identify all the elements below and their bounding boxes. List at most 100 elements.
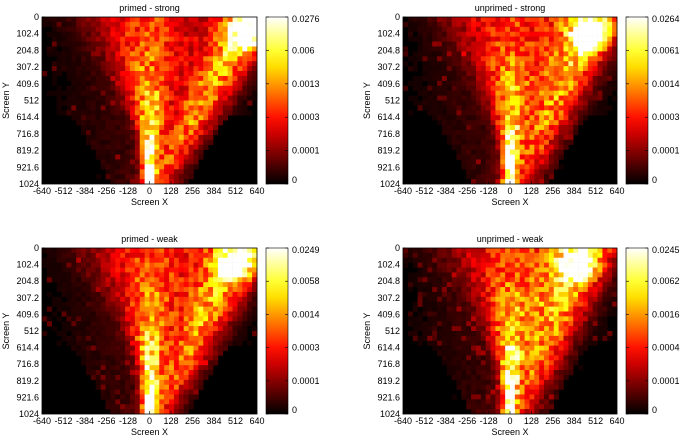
heatmap-cell [490,56,496,62]
heatmap-cell [85,90,92,96]
heatmap-cell [56,66,62,72]
heatmap-cell [592,335,598,342]
heatmap-cell [548,95,555,101]
heatmap-cell [529,291,535,298]
heatmap-cell [252,85,258,91]
heatmap-cell [510,129,516,136]
heatmap-cell [510,272,516,278]
heatmap-cell [222,277,228,283]
heatmap-cell [441,282,448,288]
heatmap-cell [71,277,77,283]
heatmap-cell [183,252,189,259]
heatmap-cell [51,301,57,307]
heatmap-cell [519,340,525,346]
heatmap-cell [125,267,131,273]
heatmap-cell [105,85,111,91]
heatmap-cell [213,257,219,263]
heatmap-cell [188,164,194,170]
heatmap-cell [466,56,472,62]
heatmap-cell [61,335,67,342]
heatmap-cell [558,85,564,91]
heatmap-cell [427,110,433,116]
heatmap-cell [139,66,145,72]
heatmap-cell [451,100,457,106]
heatmap-cell [544,31,550,37]
heatmap-cell [100,149,106,155]
heatmap-cell [553,125,559,131]
heatmap-cell [139,340,145,346]
heatmap-cell [198,291,204,298]
heatmap-cell [237,41,243,47]
heatmap-cell [524,120,530,126]
heatmap-cell [471,296,477,302]
heatmap-cell [505,379,511,385]
heatmap-cell [193,389,199,395]
y-tick-label: 307.2 [16,293,39,303]
heatmap-cell [169,174,175,180]
heatmap-cell [208,360,214,366]
heatmap-cell [71,46,77,52]
heatmap-cell [227,326,233,332]
heatmap-cell [90,311,97,317]
heatmap-cell [105,316,111,322]
heatmap-cell [90,36,97,42]
heatmap-cell [203,41,209,47]
heatmap-cell [139,80,145,87]
heatmap-cell [597,257,603,263]
heatmap-cell [71,31,77,37]
heatmap-cell [125,100,131,106]
heatmap-cell [56,31,62,37]
heatmap-cell [110,46,116,52]
heatmap-cell [100,56,106,62]
panel-title: primed - strong [119,3,180,13]
heatmap-cell [115,374,121,381]
heatmap-cell [149,31,155,37]
heatmap-cell [42,257,48,263]
heatmap-cell [485,134,491,141]
heatmap-cell [90,110,97,116]
heatmap-cell [441,41,448,47]
heatmap-cell [154,125,160,131]
heatmap-cell [134,71,141,77]
heatmap-cell [169,399,175,405]
heatmap-cell [471,331,477,337]
heatmap-cell [519,85,525,91]
heatmap-cell [587,291,593,298]
heatmap-cell [529,345,535,351]
heatmap-cell [76,56,82,62]
heatmap-cell [183,115,189,121]
heatmap-cell [403,85,409,91]
heatmap-cell [203,277,209,283]
heatmap-cell [134,272,141,278]
colorbar [625,247,649,415]
heatmap-cell [548,26,555,33]
heatmap-cell [480,71,486,77]
heatmap-cell [208,277,214,283]
heatmap-cell [139,71,145,77]
heatmap-cell [519,252,525,259]
heatmap-cell [480,384,486,390]
heatmap-cell [441,272,448,278]
heatmap-cell [178,355,185,361]
heatmap-cell [437,85,443,91]
heatmap-cell [539,326,545,332]
heatmap-cell [95,26,101,33]
heatmap-cell [154,296,160,302]
heatmap-cell [178,174,185,180]
heatmap-cell [441,110,448,116]
heatmap-cell [592,17,598,23]
heatmap-cell [505,105,511,111]
heatmap-cell [178,287,185,293]
heatmap-cell [553,272,559,278]
heatmap-cell [144,384,150,390]
heatmap-cell [242,17,248,23]
heatmap-cell [154,120,160,126]
heatmap-cell [193,61,199,67]
heatmap-cell [514,257,521,263]
heatmap-cell [237,335,243,342]
heatmap-cell [237,252,243,259]
heatmap-cell [95,350,101,356]
heatmap-cell [242,296,248,302]
heatmap-cell [485,31,491,37]
